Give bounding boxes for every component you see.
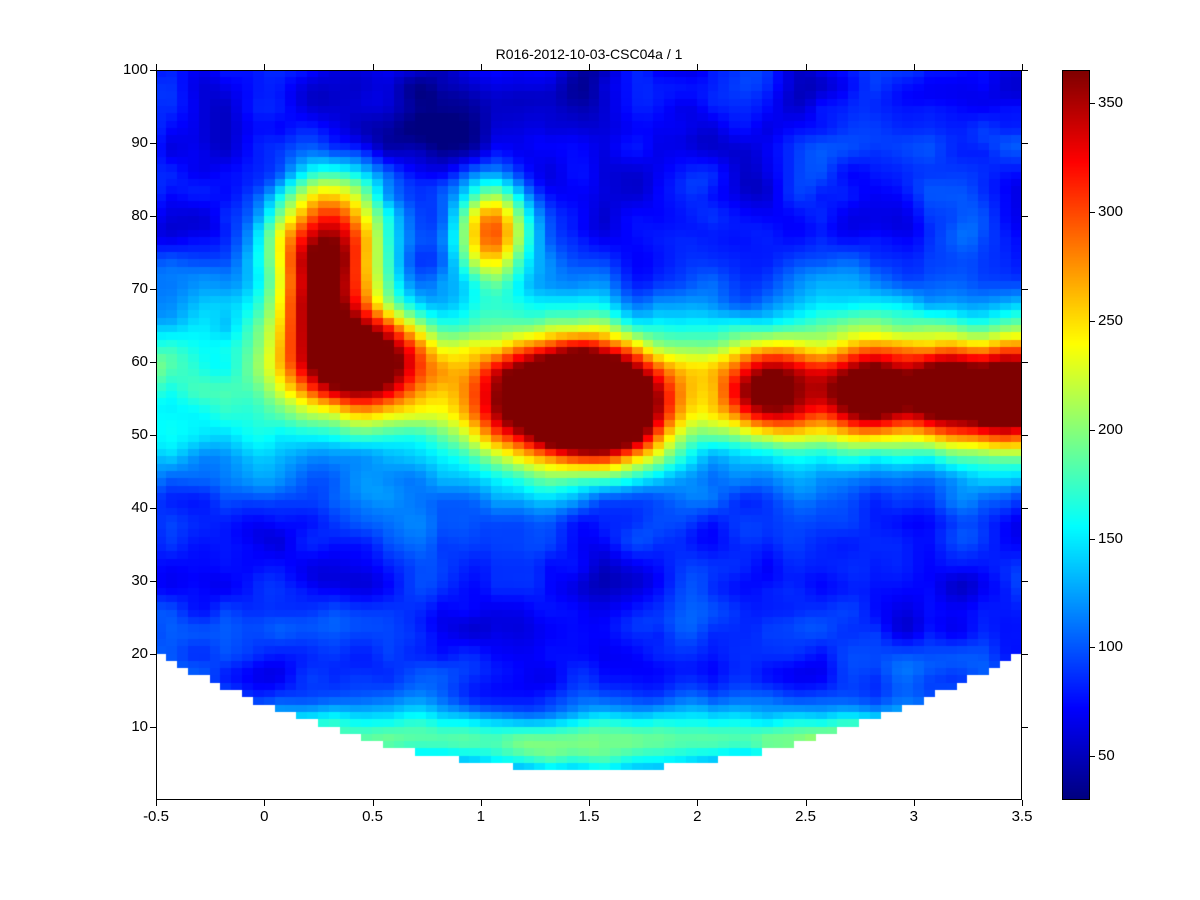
- y-tick: [1022, 289, 1028, 290]
- y-tick: [150, 70, 156, 71]
- y-tick: [1022, 581, 1028, 582]
- y-tick: [150, 654, 156, 655]
- colorbar-tick: [1090, 647, 1095, 648]
- y-tick: [1022, 216, 1028, 217]
- x-tick-label: 1: [461, 808, 501, 825]
- colorbar-tick: [1090, 103, 1095, 104]
- y-tick: [1022, 654, 1028, 655]
- x-tick: [806, 64, 807, 70]
- x-tick-label: 3.5: [1002, 808, 1042, 825]
- x-tick: [914, 800, 915, 806]
- x-tick: [1022, 800, 1023, 806]
- y-tick: [150, 435, 156, 436]
- colorbar-tick: [1090, 539, 1095, 540]
- colorbar-tick-label: 250: [1098, 312, 1123, 329]
- colorbar-tick-label: 350: [1098, 94, 1123, 111]
- colorbar-tick-label: 50: [1098, 747, 1115, 764]
- y-tick: [1022, 362, 1028, 363]
- y-tick: [150, 508, 156, 509]
- y-tick-label: 70: [106, 280, 148, 297]
- x-tick: [914, 64, 915, 70]
- colorbar-tick: [1090, 430, 1095, 431]
- y-tick: [150, 727, 156, 728]
- y-tick: [150, 216, 156, 217]
- x-tick: [156, 64, 157, 70]
- y-tick-label: 100: [106, 61, 148, 78]
- x-tick: [264, 64, 265, 70]
- x-tick: [481, 800, 482, 806]
- y-tick-label: 30: [106, 572, 148, 589]
- x-tick-label: 2: [677, 808, 717, 825]
- x-tick: [697, 800, 698, 806]
- y-tick: [1022, 143, 1028, 144]
- spectrogram-heatmap: [156, 70, 1022, 800]
- x-tick-label: 0: [244, 808, 284, 825]
- y-tick-label: 60: [106, 353, 148, 370]
- x-tick: [373, 800, 374, 806]
- x-tick: [806, 800, 807, 806]
- colorbar-tick-label: 100: [1098, 638, 1123, 655]
- y-tick: [150, 289, 156, 290]
- y-tick-label: 40: [106, 499, 148, 516]
- colorbar-tick-label: 200: [1098, 421, 1123, 438]
- y-tick: [1022, 508, 1028, 509]
- y-tick-label: 10: [106, 718, 148, 735]
- y-tick-label: 50: [106, 426, 148, 443]
- x-tick-label: 3: [894, 808, 934, 825]
- colorbar-tick: [1090, 212, 1095, 213]
- spectrogram-figure: R016-2012-10-03-CSC04a / 1 -0.5 0 0.5 1 1.5 2…: [0, 0, 1200, 900]
- x-tick: [481, 64, 482, 70]
- x-tick: [697, 64, 698, 70]
- y-tick: [150, 143, 156, 144]
- colorbar: [1062, 70, 1090, 800]
- x-tick: [373, 64, 374, 70]
- x-tick: [156, 800, 157, 806]
- y-tick-label: 80: [106, 207, 148, 224]
- y-tick: [1022, 70, 1028, 71]
- x-tick-label: -0.5: [136, 808, 176, 825]
- y-tick-label: 90: [106, 134, 148, 151]
- x-tick-label: 1.5: [569, 808, 609, 825]
- y-tick-label: 20: [106, 645, 148, 662]
- y-tick: [1022, 727, 1028, 728]
- chart-title: R016-2012-10-03-CSC04a / 1: [156, 46, 1022, 62]
- colorbar-tick: [1090, 756, 1095, 757]
- x-tick: [264, 800, 265, 806]
- colorbar-tick-label: 300: [1098, 203, 1123, 220]
- x-tick: [589, 64, 590, 70]
- y-tick: [1022, 435, 1028, 436]
- x-tick: [589, 800, 590, 806]
- colorbar-tick: [1090, 321, 1095, 322]
- colorbar-tick-label: 150: [1098, 530, 1123, 547]
- y-tick: [150, 581, 156, 582]
- y-tick: [150, 362, 156, 363]
- x-tick-label: 0.5: [353, 808, 393, 825]
- x-tick-label: 2.5: [786, 808, 826, 825]
